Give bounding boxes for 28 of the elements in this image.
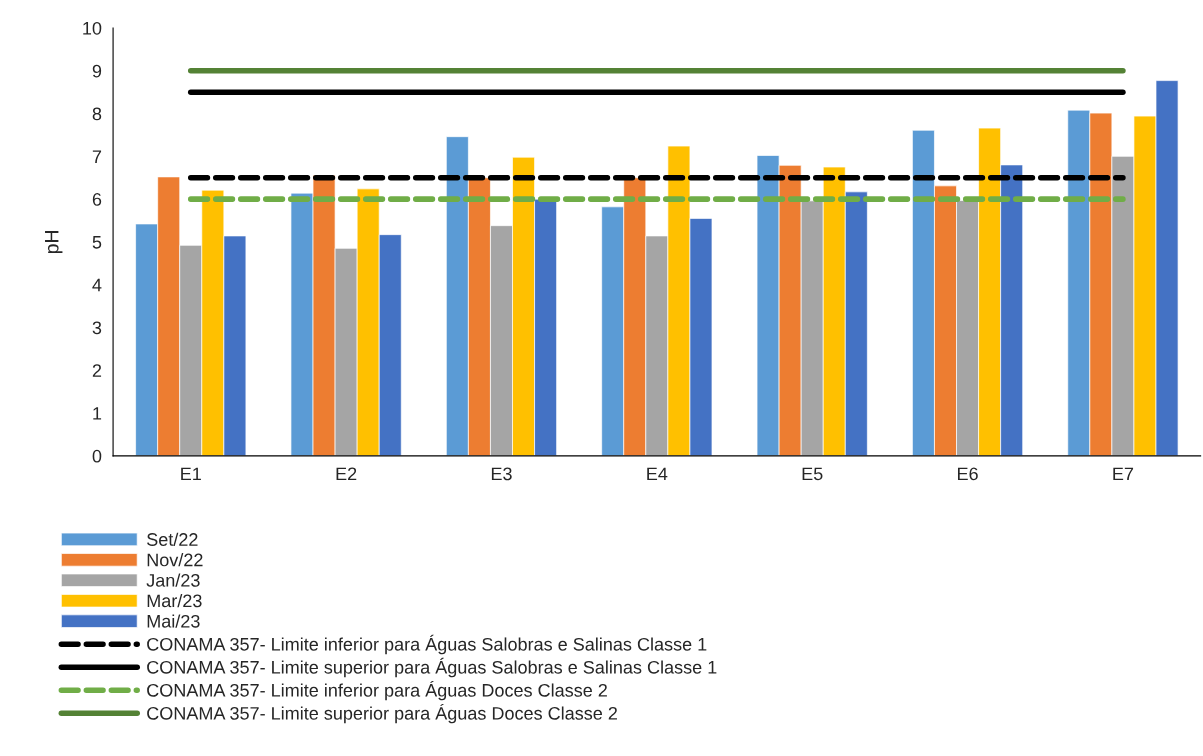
y-tick-label: 0	[92, 449, 102, 463]
x-tick-label: E2	[336, 467, 357, 481]
legend-label: Nov/22	[147, 553, 203, 567]
y-tick-label: 4	[92, 278, 102, 292]
y-tick-label: 6	[92, 193, 102, 206]
y-tick-label: 8	[92, 107, 102, 121]
x-tick-label: E1	[181, 467, 201, 481]
y-axis-title: pH	[45, 231, 63, 254]
y-tick-label: 7	[92, 150, 102, 163]
x-tick-label: E3	[491, 467, 512, 481]
y-tick-label: 5	[92, 236, 102, 249]
y-tick-label: 1	[93, 407, 102, 420]
x-tick-label: E5	[802, 467, 823, 481]
legend-label: Mai/23	[147, 614, 200, 628]
legend-label: Set/22	[147, 532, 198, 546]
legend-label: CONAMA 357- Limite superior para Águas Salobras e Salinas Classe 1	[147, 657, 717, 678]
legend-label: Mar/23	[147, 593, 202, 608]
y-tick-label: 10	[83, 21, 102, 35]
y-tick-label: 2	[92, 364, 102, 377]
x-tick-label: E7	[1113, 467, 1134, 481]
y-tick-label: 9	[92, 64, 102, 78]
legend-label: CONAMA 357- Limite superior para Águas Doces Classe 2	[147, 703, 617, 724]
x-tick-label: E4	[647, 467, 668, 481]
x-tick-label: E6	[957, 467, 978, 481]
legend-label: CONAMA 357- Limite inferior para Águas Doces Classe 2	[147, 680, 607, 701]
y-tick-label: 3	[92, 321, 102, 335]
legend-label: CONAMA 357- Limite inferior para Águas Salobras e Salinas Classe 1	[147, 634, 707, 655]
legend-label: Jan/23	[146, 573, 200, 587]
